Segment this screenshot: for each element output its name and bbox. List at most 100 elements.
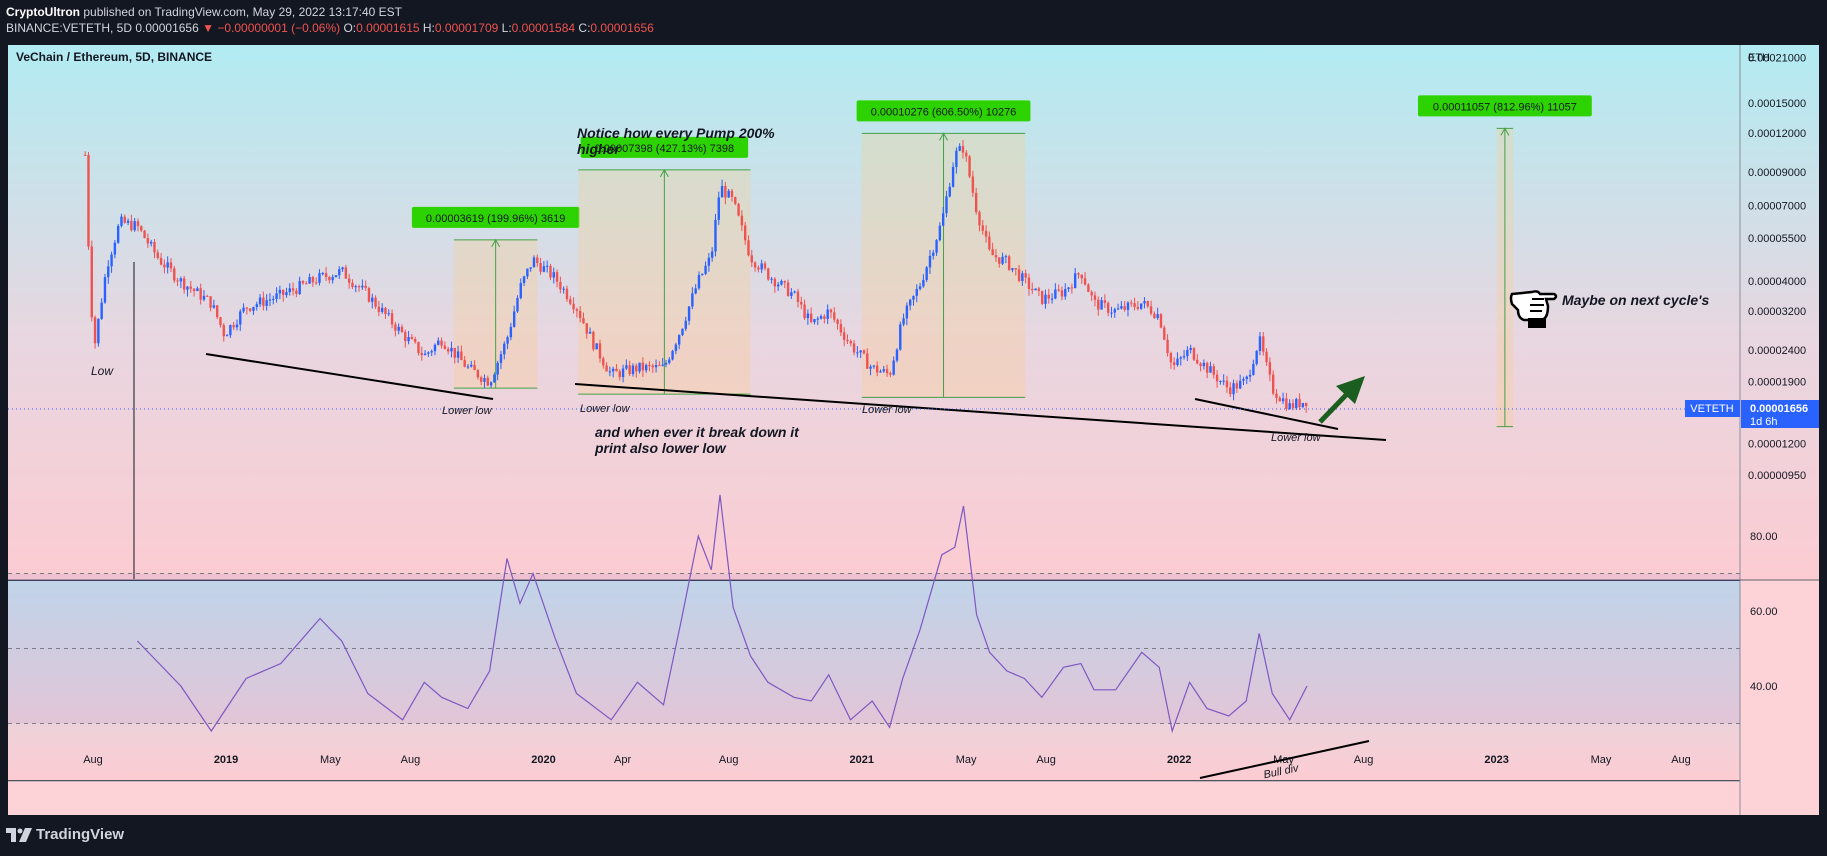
candle-body: [1004, 256, 1008, 258]
time-tick-label: Aug: [1036, 754, 1056, 766]
candle-body: [126, 220, 130, 223]
candle-body: [819, 316, 823, 319]
candle-body: [331, 277, 334, 281]
candle-body: [1126, 302, 1130, 310]
candle-body: [908, 299, 912, 306]
candle-body: [717, 197, 720, 220]
close-label: C:: [578, 21, 591, 35]
chart-canvas[interactable]: VeChain / Ethereum, 5D, BINANCE ETH 0.00…: [0, 42, 1827, 818]
symbol-line: BINANCE:VETETH, 5D: [6, 21, 133, 35]
candle-body: [611, 368, 615, 372]
candle-body: [866, 353, 869, 369]
candle-body: [189, 286, 192, 289]
candle-body: [149, 241, 153, 244]
candle-body: [196, 288, 199, 292]
candle-body: [549, 265, 552, 278]
candle-body: [262, 297, 265, 306]
candle-body: [182, 278, 186, 290]
author-name[interactable]: CryptoUltron: [6, 5, 80, 19]
annotation-lower-low: Lower low: [1271, 432, 1322, 444]
candle-body: [668, 359, 671, 363]
candle-body: [1205, 362, 1209, 373]
rsi-pane[interactable]: [8, 581, 1740, 780]
candle-body: [1080, 274, 1083, 279]
candle-body: [334, 275, 338, 278]
time-tick-label: 2021: [850, 754, 874, 766]
candle-body: [664, 362, 668, 365]
candle-body: [892, 360, 895, 375]
candle-body: [955, 150, 958, 167]
candle-body: [1116, 308, 1120, 310]
candle-body: [737, 203, 740, 216]
candle-body: [179, 278, 183, 282]
candle-body: [862, 350, 866, 354]
trend-line[interactable]: [1194, 398, 1339, 430]
candle-body: [100, 302, 103, 319]
candle-body: [242, 307, 245, 312]
candle-body: [328, 277, 331, 281]
candle-body: [476, 370, 480, 378]
candle-body: [691, 293, 694, 307]
candle-body: [922, 279, 925, 287]
candle-body: [136, 221, 140, 227]
footer-brand[interactable]: TradingView: [6, 826, 124, 843]
trend-line[interactable]: [205, 353, 494, 400]
candle-body: [420, 353, 423, 356]
price-axis[interactable]: [1740, 45, 1819, 580]
candle-body: [450, 347, 453, 352]
candle-body: [347, 278, 351, 283]
candle-body: [400, 326, 404, 333]
candle-body: [486, 377, 489, 386]
footer-brand-name: TradingView: [36, 826, 125, 843]
time-axis[interactable]: [8, 781, 1740, 815]
candle-body: [1192, 347, 1196, 360]
candle-body: [951, 166, 955, 187]
candle-body: [918, 286, 922, 290]
candle-body: [1255, 350, 1258, 364]
candle-body: [925, 267, 928, 280]
candle-body: [1120, 306, 1123, 309]
candle-body: [984, 230, 988, 237]
candle-body: [1196, 359, 1199, 364]
candle-body: [496, 362, 499, 375]
candle-body: [763, 263, 767, 269]
measure-tools[interactable]: 0.00003619 (199.96%) 3619 0.00007398 (427…: [411, 95, 1592, 428]
candle-body: [852, 343, 856, 353]
candle-body: [526, 268, 529, 277]
down-arrow-icon: ▼: [202, 21, 215, 35]
candle-body: [430, 351, 433, 353]
candle-body: [295, 290, 298, 294]
tag-price: 0.00001656: [1750, 403, 1808, 415]
candle-body: [826, 309, 829, 320]
candle-body: [351, 282, 354, 288]
trend-line[interactable]: [574, 383, 1387, 441]
candle-body: [1123, 306, 1126, 310]
time-tick-label: Aug: [719, 754, 739, 766]
annotation-lower-low: Lower low: [580, 403, 631, 415]
candle-body: [1090, 291, 1093, 296]
trend-lines[interactable]: [205, 353, 1387, 779]
trend-line[interactable]: [1199, 740, 1370, 779]
candle-body: [1176, 358, 1179, 365]
time-tick-label: 2023: [1484, 754, 1508, 766]
candle-body: [714, 219, 717, 252]
candle-body: [1248, 374, 1252, 377]
candle-body: [324, 273, 328, 278]
candle-body: [740, 215, 744, 226]
candle-body: [519, 283, 522, 299]
measure-label-box: [411, 206, 580, 228]
candle-body: [1186, 349, 1189, 357]
price-pane[interactable]: [8, 45, 1740, 580]
candle-body: [842, 332, 846, 340]
candle-body: [255, 304, 258, 307]
candle-body: [473, 364, 476, 371]
candle-body: [757, 267, 760, 270]
candle-body: [1212, 366, 1215, 375]
candle-body: [291, 288, 295, 291]
candle-body: [687, 306, 691, 321]
candle-body: [1146, 301, 1149, 307]
time-tick-label: 2022: [1167, 754, 1191, 766]
measure-label: 0.00007398 (427.13%) 7398: [595, 143, 734, 155]
candle-body: [318, 273, 321, 283]
candle-body: [107, 266, 110, 278]
